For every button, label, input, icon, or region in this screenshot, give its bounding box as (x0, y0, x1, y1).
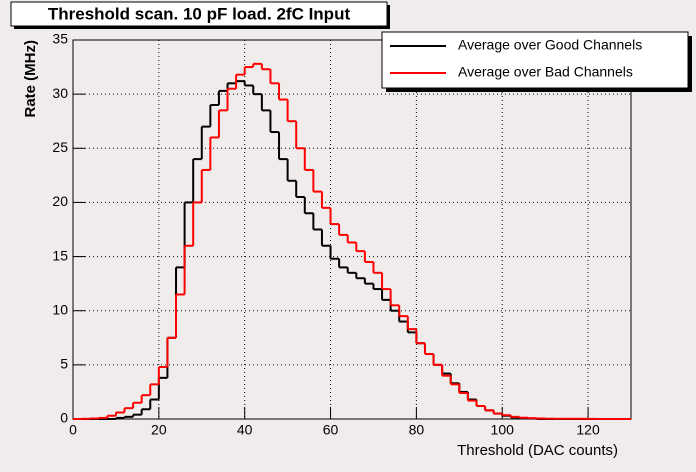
x-axis-label: Threshold (DAC counts) (457, 442, 618, 459)
title-box (10, 1, 388, 27)
x-tick-label: 100 (491, 422, 515, 438)
y-tick-label: 25 (52, 139, 68, 155)
plot-frame (72, 39, 632, 420)
y-tick-label: 5 (60, 356, 68, 372)
x-tick-label: 20 (151, 422, 167, 438)
y-tick-label: 10 (52, 301, 68, 317)
x-tick-label: 40 (237, 422, 253, 438)
y-tick-label: 20 (52, 193, 68, 209)
x-tick-label: 0 (69, 422, 77, 438)
y-tick-label: 30 (52, 85, 68, 101)
x-tick-label: 60 (323, 422, 339, 438)
y-axis-label: Rate (MHz) (22, 40, 39, 118)
y-tick-label: 0 (60, 410, 68, 426)
legend-label: Average over Good Channels (458, 37, 642, 53)
y-tick-label: 35 (52, 31, 68, 47)
x-tick-label: 80 (409, 422, 425, 438)
legend-box (381, 31, 689, 89)
legend-label: Average over Bad Channels (458, 64, 633, 80)
y-tick-label: 15 (52, 247, 68, 263)
chart-title: Threshold scan. 10 pF load. 2fC Input (48, 4, 351, 23)
x-tick-label: 120 (576, 422, 600, 438)
